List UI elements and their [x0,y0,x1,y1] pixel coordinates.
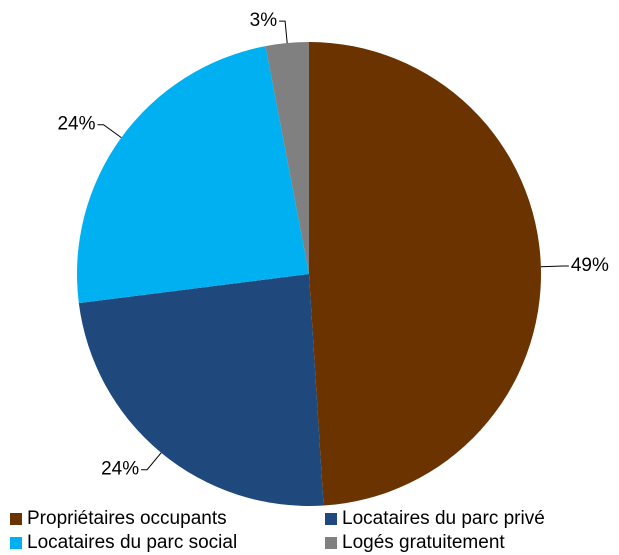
pie-slice [78,274,324,506]
pie-slice [309,42,541,506]
legend-label: Locataires du parc privé [342,508,545,529]
legend-label: Locataires du parc social [27,532,237,553]
legend-swatch [10,513,22,525]
pie-slice [77,46,310,304]
data-label: 24% [57,114,95,135]
data-label: 3% [250,10,278,31]
pie-slice [265,42,309,274]
leader-line [97,124,122,139]
data-label: 49% [571,255,609,276]
data-label: 24% [101,459,139,480]
leader-line [279,20,288,44]
leader-line [540,265,569,268]
legend-swatch [325,513,337,525]
legend-label: Propriétaires occupants [27,508,227,529]
legend-swatch [325,537,337,549]
legend-label: Logés gratuitement [342,532,505,553]
legend-swatch [10,537,22,549]
leader-line [141,452,162,471]
